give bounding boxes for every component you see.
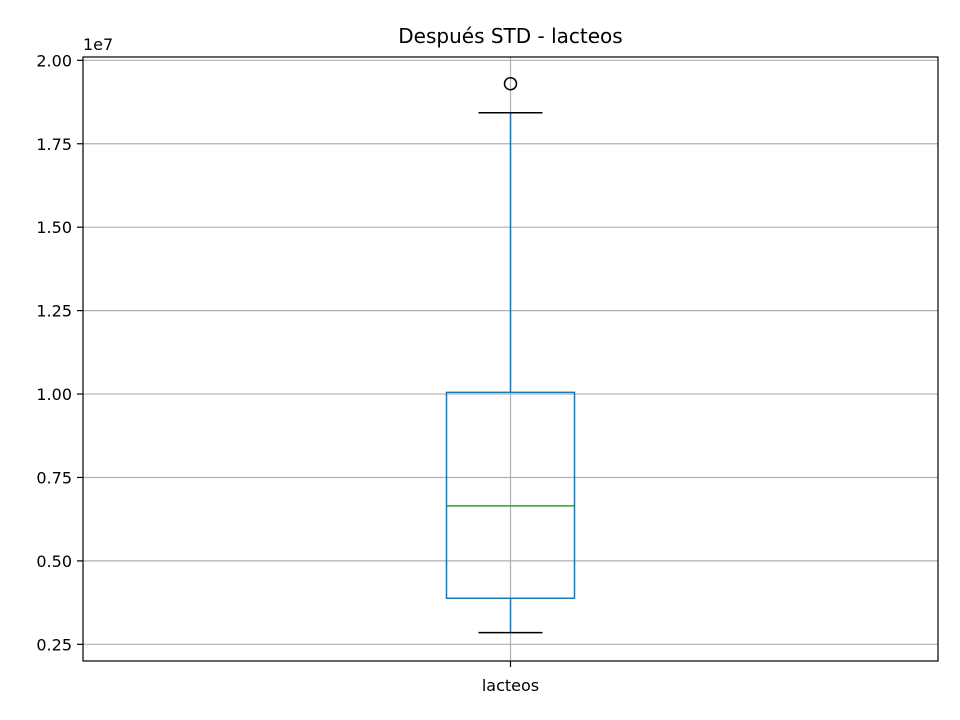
y-axis-scale-label: 1e7 bbox=[83, 35, 113, 54]
y-tick-label: 0.25 bbox=[36, 635, 72, 654]
y-tick-label: 0.50 bbox=[36, 552, 72, 571]
y-tick-label: 0.75 bbox=[36, 468, 72, 487]
y-tick-label: 1.00 bbox=[36, 385, 72, 404]
outlier-point bbox=[503, 76, 518, 91]
y-tick-label: 1.25 bbox=[36, 302, 72, 321]
y-tick-label: 1.50 bbox=[36, 218, 72, 237]
x-tick-label: lacteos bbox=[482, 676, 539, 695]
box-layer bbox=[445, 76, 576, 634]
y-tick-label: 2.00 bbox=[36, 51, 72, 70]
y-tick-label: 1.75 bbox=[36, 135, 72, 154]
axis-layer: 0.25 0.50 0.75 1.00 1.25 1.50 1.75 2.00 lacteos bbox=[36, 51, 539, 695]
chart-title: Después STD - lacteos bbox=[398, 24, 622, 48]
box-iqr bbox=[445, 391, 576, 600]
